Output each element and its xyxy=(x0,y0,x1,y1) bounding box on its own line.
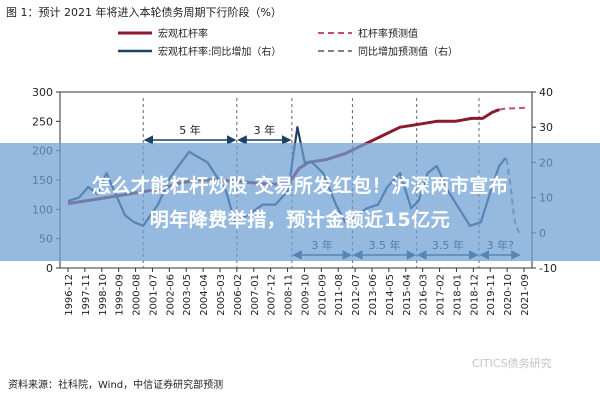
x-axis: 1996-12 1997-11 1998-10 1999-09 2000-08 2001-… xyxy=(64,268,531,316)
y-right-tick-0: -10 xyxy=(539,262,557,275)
x-tick-23: 2018-01 xyxy=(452,274,463,316)
x-tick-5: 2001-07 xyxy=(148,274,159,316)
legend-label-0: 宏观杠杆率 xyxy=(158,27,208,40)
x-tick-17: 2012-07 xyxy=(351,274,362,316)
x-tick-26: 2020-10 xyxy=(503,274,514,316)
series-line-1 xyxy=(499,106,525,111)
legend-label-2: 宏观杠杆率:同比增加（右） xyxy=(158,45,281,58)
legend: 宏观杠杆率 杠杆率预测值 宏观杠杆率:同比增加（右） 同比增加预测值（右） xyxy=(118,27,458,58)
y-left-tick-0: 0 xyxy=(46,262,53,275)
x-tick-9: 2005-03 xyxy=(216,274,227,316)
y-right-tick-4: 30 xyxy=(539,121,553,134)
period-label-0: 5 年 xyxy=(179,123,201,137)
x-tick-16: 2011-08 xyxy=(334,274,345,316)
x-tick-13: 2008-11 xyxy=(284,274,295,316)
x-tick-14: 2009-10 xyxy=(300,274,311,316)
y-left-tick-6: 300 xyxy=(32,86,53,99)
x-tick-3: 1999-09 xyxy=(115,274,126,316)
x-tick-0: 1996-12 xyxy=(64,274,75,316)
x-tick-22: 2017-02 xyxy=(436,274,447,316)
legend-label-3: 同比增加预测值（右） xyxy=(358,45,458,58)
x-tick-4: 2000-08 xyxy=(132,274,143,316)
x-tick-18: 2013-06 xyxy=(368,274,379,316)
period-label-1: 3 年 xyxy=(254,123,276,137)
x-tick-19: 2014-05 xyxy=(385,274,396,316)
x-tick-27: 2021-09 xyxy=(520,274,531,316)
overlay-banner: 怎么才能杠杆炒股 交易所发红包！沪深两市宣布 明年降费举措，预计金额近15亿元 xyxy=(0,143,600,261)
x-tick-11: 2007-01 xyxy=(250,274,261,316)
banner-line-1: 怎么才能杠杆炒股 交易所发红包！沪深两市宣布 xyxy=(91,175,509,197)
x-tick-24: 2018-12 xyxy=(469,274,480,316)
source-note: 资料来源：社科院，Wind，中信证券研究部预测 xyxy=(8,378,223,391)
x-tick-6: 2002-06 xyxy=(165,274,176,316)
x-tick-21: 2016-03 xyxy=(419,274,430,316)
x-tick-12: 2007-12 xyxy=(267,274,278,316)
x-tick-25: 2019-11 xyxy=(486,274,497,316)
x-tick-7: 2003-05 xyxy=(182,274,193,316)
watermark: CITICS债务研究 xyxy=(472,356,552,370)
x-tick-20: 2015-04 xyxy=(402,274,413,316)
banner-line-2: 明年降费举措，预计金额近15亿元 xyxy=(149,209,451,231)
y-right-tick-5: 40 xyxy=(539,86,553,99)
chart-title: 图 1：预计 2021 年将进入本轮债务周期下行阶段（%） xyxy=(6,5,282,19)
x-tick-2: 1998-10 xyxy=(98,274,109,316)
x-tick-15: 2010-09 xyxy=(317,274,328,316)
x-tick-8: 2004-04 xyxy=(199,274,210,316)
x-tick-10: 2006-02 xyxy=(233,274,244,316)
legend-label-1: 杠杆率预测值 xyxy=(358,27,418,40)
x-tick-1: 1997-11 xyxy=(81,274,92,316)
y-left-tick-5: 250 xyxy=(32,115,53,128)
